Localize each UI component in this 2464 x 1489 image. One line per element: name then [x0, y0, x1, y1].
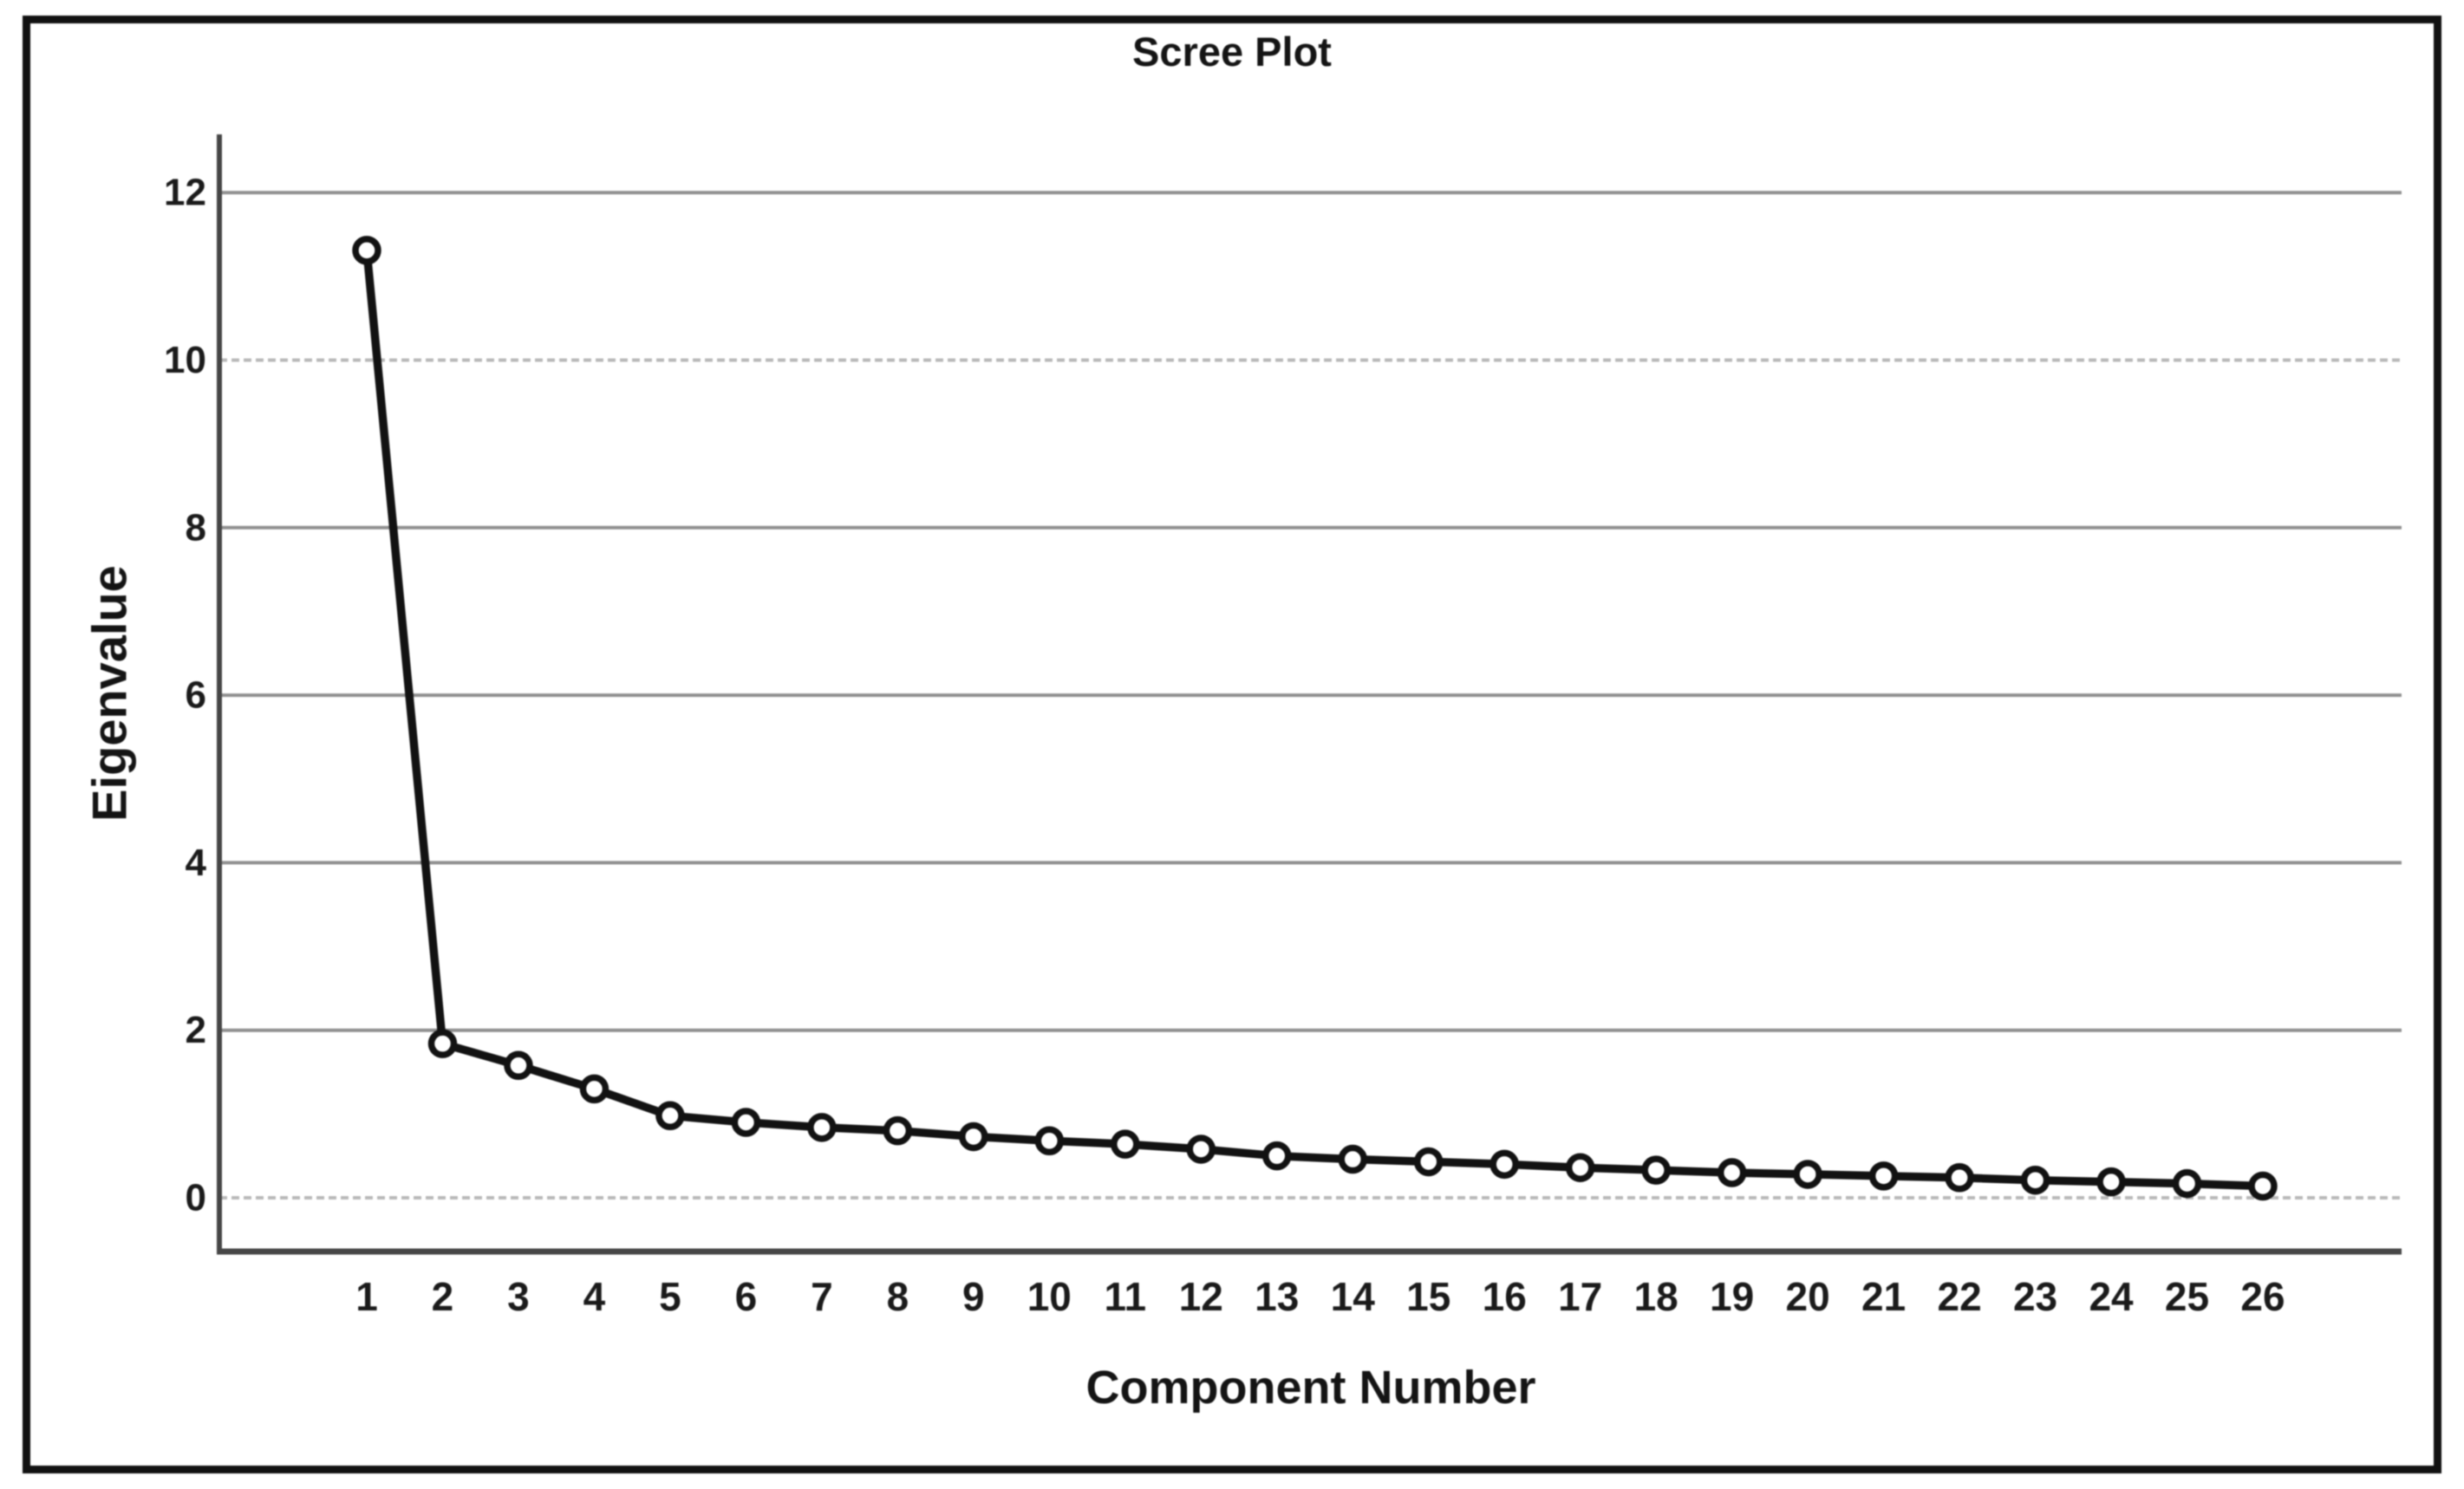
x-tick-label-1: 1 — [355, 1274, 378, 1319]
x-tick-label-16: 16 — [1483, 1274, 1527, 1319]
data-point-marker-9 — [959, 1122, 988, 1152]
y-tick-label-4: 4 — [186, 842, 207, 884]
data-point-marker-2 — [427, 1029, 458, 1058]
data-point-marker-24 — [2096, 1167, 2126, 1197]
data-line — [362, 246, 2267, 1191]
data-point-marker-16 — [1489, 1149, 1519, 1180]
x-tick-label-14: 14 — [1331, 1274, 1376, 1319]
data-point-marker-1 — [352, 236, 381, 265]
figure-border — [23, 16, 2441, 1473]
x-tick-label-18: 18 — [1634, 1274, 1679, 1319]
data-point-marker-20 — [1793, 1160, 1822, 1189]
x-tick-label-9: 9 — [962, 1274, 985, 1319]
data-point-marker-4 — [579, 1074, 609, 1104]
data-point-marker-17 — [1565, 1153, 1595, 1182]
data-point-marker-5 — [655, 1101, 685, 1131]
data-point-marker-19 — [1717, 1158, 1747, 1187]
y-tick-label-2: 2 — [186, 1009, 206, 1051]
y-tick-label-10: 10 — [164, 339, 206, 381]
x-tick-label-3: 3 — [507, 1274, 530, 1319]
data-point-marker-14 — [1338, 1144, 1367, 1174]
y-tick-label-6: 6 — [186, 674, 206, 717]
data-point-marker-12 — [1186, 1135, 1216, 1164]
x-tick-label-23: 23 — [2013, 1274, 2057, 1319]
data-point-marker-8 — [883, 1115, 913, 1146]
y-tick-label-12: 12 — [164, 172, 206, 214]
data-point-marker-6 — [731, 1108, 761, 1137]
x-tick-label-11: 11 — [1104, 1274, 1146, 1319]
x-tick-label-10: 10 — [1027, 1274, 1072, 1319]
data-point-marker-26 — [2248, 1171, 2278, 1201]
x-tick-label-24: 24 — [2089, 1274, 2134, 1319]
x-tick-label-8: 8 — [887, 1274, 909, 1319]
x-axis-label: Component Number — [1085, 1362, 1536, 1414]
data-point-marker-22 — [1945, 1163, 1974, 1193]
x-tick-label-12: 12 — [1179, 1274, 1223, 1319]
x-tick-label-4: 4 — [583, 1274, 606, 1319]
y-tick-label-0: 0 — [186, 1177, 206, 1219]
data-point-marker-10 — [1034, 1126, 1065, 1156]
data-point-marker-21 — [1868, 1161, 1899, 1191]
x-tick-label-13: 13 — [1255, 1274, 1299, 1319]
x-tick-label-21: 21 — [1861, 1274, 1906, 1319]
x-tick-label-5: 5 — [659, 1274, 681, 1319]
x-tick-label-22: 22 — [1937, 1274, 1981, 1319]
x-tick-label-25: 25 — [2165, 1274, 2209, 1319]
data-point-marker-13 — [1262, 1141, 1292, 1171]
x-tick-label-15: 15 — [1406, 1274, 1450, 1319]
data-point-marker-7 — [807, 1113, 837, 1142]
x-tick-label-2: 2 — [432, 1274, 454, 1319]
data-point-marker-15 — [1413, 1147, 1444, 1177]
x-tick-label-20: 20 — [1786, 1274, 1830, 1319]
chart-title: Scree Plot — [1132, 29, 1332, 75]
data-point-marker-3 — [504, 1050, 533, 1081]
data-point-marker-18 — [1641, 1155, 1671, 1185]
x-tick-label-17: 17 — [1558, 1274, 1602, 1319]
x-tick-label-26: 26 — [2240, 1274, 2285, 1319]
x-tick-label-7: 7 — [811, 1274, 833, 1319]
y-tick-label-8: 8 — [186, 506, 206, 549]
data-point-marker-23 — [2020, 1165, 2050, 1195]
data-point-marker-25 — [2172, 1168, 2202, 1199]
data-point-marker-11 — [1111, 1129, 1140, 1159]
x-tick-label-19: 19 — [1710, 1274, 1754, 1319]
x-tick-label-6: 6 — [735, 1274, 758, 1319]
